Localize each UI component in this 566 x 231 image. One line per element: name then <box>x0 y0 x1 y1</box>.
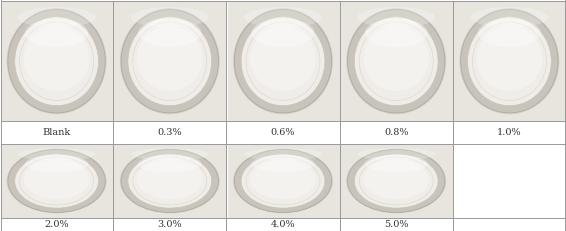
Ellipse shape <box>131 148 209 161</box>
Ellipse shape <box>241 154 325 208</box>
Ellipse shape <box>138 155 201 172</box>
Ellipse shape <box>348 149 445 213</box>
Ellipse shape <box>478 19 541 47</box>
Ellipse shape <box>354 17 438 106</box>
Bar <box>228 144 340 218</box>
Ellipse shape <box>7 149 106 213</box>
Ellipse shape <box>233 8 333 114</box>
Text: 0.8%: 0.8% <box>384 128 409 137</box>
Ellipse shape <box>8 149 105 213</box>
Ellipse shape <box>18 7 96 28</box>
Ellipse shape <box>131 7 209 28</box>
Ellipse shape <box>241 17 325 106</box>
Bar <box>1 144 113 218</box>
Ellipse shape <box>24 26 89 91</box>
Ellipse shape <box>120 8 220 114</box>
Text: 3.0%: 3.0% <box>157 220 182 228</box>
Ellipse shape <box>15 154 98 208</box>
Ellipse shape <box>8 9 105 113</box>
Ellipse shape <box>121 149 218 213</box>
Ellipse shape <box>137 26 203 91</box>
Ellipse shape <box>461 9 558 113</box>
Ellipse shape <box>128 17 212 106</box>
Ellipse shape <box>128 154 212 208</box>
Ellipse shape <box>365 155 428 172</box>
Ellipse shape <box>250 26 316 91</box>
Ellipse shape <box>121 9 218 113</box>
Text: 1.0%: 1.0% <box>497 128 522 137</box>
Bar <box>1 1 113 121</box>
Bar <box>114 144 226 218</box>
Text: 5.0%: 5.0% <box>384 220 409 228</box>
Bar <box>228 1 340 121</box>
Text: 2.0%: 2.0% <box>44 220 69 228</box>
Ellipse shape <box>120 149 220 213</box>
Ellipse shape <box>233 149 333 213</box>
Ellipse shape <box>234 9 332 113</box>
Ellipse shape <box>346 149 446 213</box>
Ellipse shape <box>138 19 201 47</box>
Text: 0.3%: 0.3% <box>157 128 182 137</box>
Text: 4.0%: 4.0% <box>271 220 295 228</box>
Bar <box>341 1 453 121</box>
Ellipse shape <box>460 8 559 114</box>
Ellipse shape <box>250 160 316 199</box>
Ellipse shape <box>251 155 315 172</box>
Ellipse shape <box>470 7 548 28</box>
Ellipse shape <box>477 26 542 91</box>
Ellipse shape <box>468 17 551 106</box>
Ellipse shape <box>7 8 106 114</box>
Ellipse shape <box>244 148 322 161</box>
Ellipse shape <box>363 26 429 91</box>
Ellipse shape <box>357 7 435 28</box>
Ellipse shape <box>25 155 88 172</box>
Ellipse shape <box>363 160 429 199</box>
Text: 0.6%: 0.6% <box>271 128 295 137</box>
Ellipse shape <box>348 9 445 113</box>
Text: Blank: Blank <box>42 128 71 137</box>
Ellipse shape <box>346 8 446 114</box>
Bar <box>341 144 453 218</box>
Ellipse shape <box>15 17 98 106</box>
Bar <box>454 1 566 121</box>
Ellipse shape <box>24 160 89 199</box>
Ellipse shape <box>354 154 438 208</box>
Ellipse shape <box>251 19 315 47</box>
Ellipse shape <box>18 148 96 161</box>
Ellipse shape <box>365 19 428 47</box>
Ellipse shape <box>137 160 203 199</box>
Ellipse shape <box>244 7 322 28</box>
Ellipse shape <box>234 149 332 213</box>
Bar <box>114 1 226 121</box>
Ellipse shape <box>357 148 435 161</box>
Ellipse shape <box>25 19 88 47</box>
